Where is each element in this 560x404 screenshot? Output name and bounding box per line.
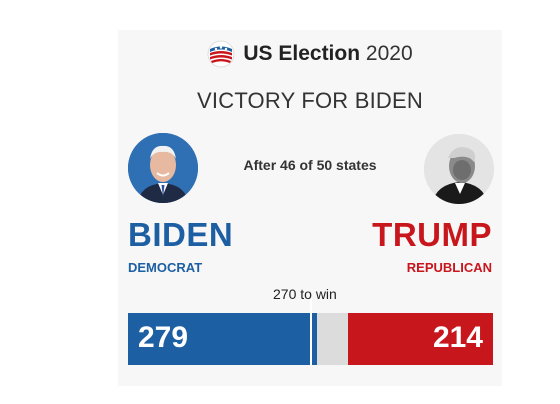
election-results-card: US Election 2020 VICTORY FOR BIDEN After… [118, 30, 502, 386]
headline: VICTORY FOR BIDEN [197, 88, 423, 113]
democrat-votes-value: 279 [138, 321, 189, 354]
brand-year-text: 2020 [365, 42, 413, 65]
brand-title: US Election 2020 [243, 42, 412, 66]
republican-votes-value: 214 [432, 321, 483, 354]
trump-portrait [424, 134, 494, 204]
republican-party-label: REPUBLICAN [406, 260, 492, 275]
republican-votes-segment: 214 [348, 313, 493, 365]
threshold-line [310, 299, 312, 365]
threshold-label: 270 to win [273, 286, 337, 302]
democrat-votes-segment: 279 [128, 313, 317, 365]
biden-portrait [128, 133, 198, 203]
brand-bold-text: US Election [243, 42, 361, 65]
republican-candidate-name: TRUMP [372, 216, 492, 253]
us-flag-badge-icon [207, 40, 235, 68]
status-text: After 46 of 50 states [243, 157, 377, 173]
electoral-vote-bar: 279 214 [128, 299, 493, 365]
brand-header: US Election 2020 [118, 40, 502, 68]
democrat-candidate-name: BIDEN [128, 216, 234, 253]
democrat-party-label: DEMOCRAT [128, 260, 203, 275]
portrait-image [424, 134, 494, 204]
portrait-image [128, 133, 198, 203]
